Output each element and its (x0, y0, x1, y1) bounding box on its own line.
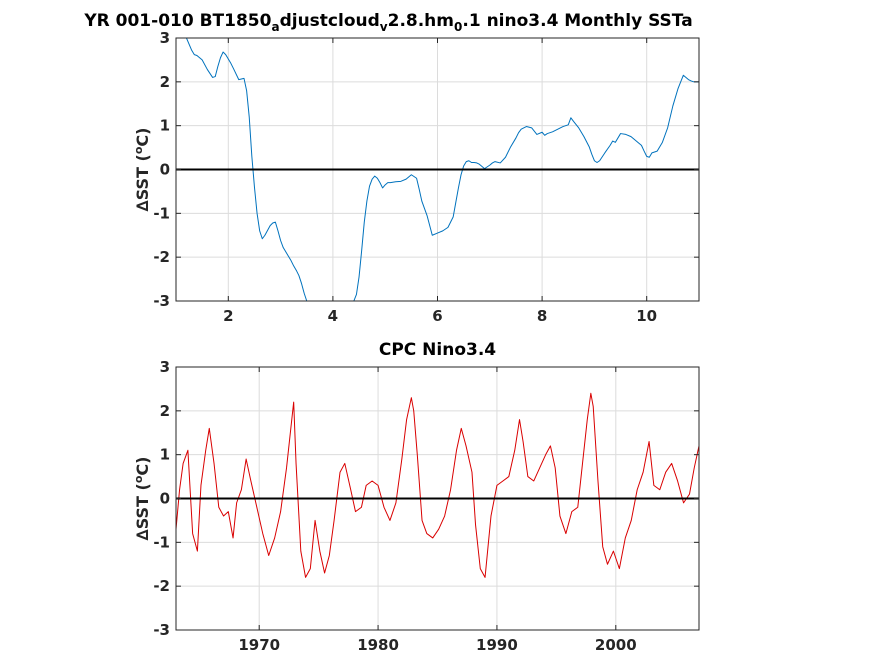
x-tick-label: 10 (636, 307, 657, 325)
x-tick-label: 2 (223, 307, 233, 325)
y-tick-label: 2 (160, 73, 170, 91)
series-line-1 (176, 392, 699, 578)
series-line-1 (186, 38, 699, 301)
y-tick-label: 3 (160, 29, 170, 47)
y-tick-label: 1 (160, 117, 170, 135)
y-tick-label: 1 (160, 446, 170, 464)
y-axis-label: ∆SST (oC) (132, 128, 152, 212)
y-tick-label: -1 (153, 533, 170, 551)
chart-title: CPC Nino3.4 (379, 340, 496, 360)
chart-2: 1970 1980 1990 2000 -3 -2 -1 0 1 2 3 CPC Nino3.4 ∆SS… (132, 340, 700, 654)
x-tick-label: 1980 (357, 636, 399, 654)
x-tick-label: 2000 (595, 636, 637, 654)
y-tick-label: -3 (153, 621, 170, 639)
chart-title: YR 001-010 BT1850adjustcloudv2.8.hm0.1 n… (83, 11, 692, 34)
y-axis-label: ∆SST (oC) (132, 457, 152, 541)
y-tick-label: 0 (160, 490, 170, 508)
x-tick-label: 4 (328, 307, 338, 325)
y-tick-label: 0 (160, 161, 170, 179)
y-tick-label: 2 (160, 402, 170, 420)
y-tick-label: -3 (153, 292, 170, 310)
chart-1: 2 4 6 8 10 -3 -2 -1 0 1 2 3YR 001-010 BT1850adjustc… (83, 11, 700, 325)
x-tick-label: 6 (432, 307, 442, 325)
y-tick-label: -2 (153, 248, 170, 266)
x-tick-label: 8 (537, 307, 547, 325)
x-tick-label: 1970 (238, 636, 280, 654)
y-tick-label: 3 (160, 358, 170, 376)
y-tick-label: -2 (153, 577, 170, 595)
x-tick-label: 1990 (476, 636, 518, 654)
y-tick-label: -1 (153, 204, 170, 222)
